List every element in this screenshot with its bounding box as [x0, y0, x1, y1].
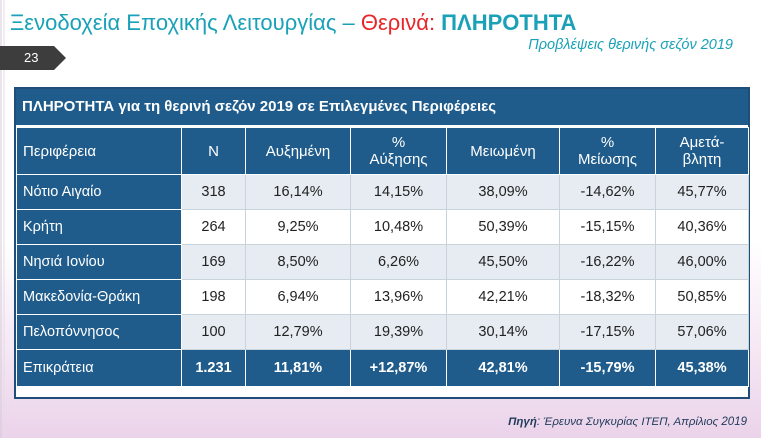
cell-n: 318	[181, 174, 246, 210]
slide-subtitle: Προβλέψεις θερινής σεζόν 2019	[528, 37, 733, 53]
cell-pct-decrease: -18,32%	[559, 279, 656, 315]
header-n: Ν	[181, 127, 246, 175]
header-decreased: Μειωμένη	[446, 127, 560, 175]
cell-decreased: 45,50%	[446, 244, 560, 280]
cell-pct-increase: 14,15%	[350, 174, 447, 210]
cell-increased: 9,25%	[245, 209, 351, 245]
cell-pct-increase: +12,87%	[350, 349, 447, 387]
page-number-badge: 23	[0, 46, 66, 70]
source-text: : Έρευνα Συγκυρίας ΙΤΕΠ, Απρίλιος 2019	[536, 416, 747, 428]
cell-n: 1.231	[181, 349, 246, 387]
cell-increased: 11,81%	[245, 349, 351, 387]
cell-pct-decrease: -15,79%	[559, 349, 656, 387]
cell-decreased: 42,81%	[446, 349, 560, 387]
page-number: 23	[24, 50, 39, 65]
cell-pct-decrease: -15,15%	[559, 209, 656, 245]
header-region: Περιφέρεια	[16, 127, 182, 175]
cell-pct-decrease: -14,62%	[559, 174, 656, 210]
cell-n: 264	[181, 209, 246, 245]
cell-unchanged: 46,00%	[655, 244, 749, 280]
table-caption: ΠΛΗΡΟΤΗΤΑ για τη θερινή σεζόν 2019 σε Επ…	[16, 89, 748, 127]
slide-title: Ξενοδοχεία Εποχικής Λειτουργίας – Θερινά…	[10, 10, 576, 36]
header-unchanged: Αμετά-βλητη	[655, 127, 749, 175]
cell-increased: 8,50%	[245, 244, 351, 280]
cell-pct-decrease: -17,15%	[559, 314, 656, 350]
cell-region: Νότιο Αιγαίο	[16, 174, 182, 210]
cell-unchanged: 40,36%	[655, 209, 749, 245]
table-row: Κρήτη 264 9,25% 10,48% 50,39% -15,15% 40…	[16, 209, 749, 245]
cell-pct-increase: 6,26%	[350, 244, 447, 280]
cell-region: Μακεδονία-Θράκη	[16, 279, 182, 315]
cell-region: Πελοπόννησος	[16, 314, 182, 350]
cell-pct-increase: 10,48%	[350, 209, 447, 245]
cell-n: 169	[181, 244, 246, 280]
cell-region: Κρήτη	[16, 209, 182, 245]
cell-pct-decrease: -16,22%	[559, 244, 656, 280]
cell-unchanged: 45,77%	[655, 174, 749, 210]
cell-decreased: 38,09%	[446, 174, 560, 210]
occupancy-table-container: ΠΛΗΡΟΤΗΤΑ για τη θερινή σεζόν 2019 σε Επ…	[14, 87, 750, 399]
cell-decreased: 42,21%	[446, 279, 560, 315]
cell-unchanged: 45,38%	[655, 349, 749, 387]
cell-region: Επικράτεια	[16, 349, 182, 387]
cell-unchanged: 50,85%	[655, 279, 749, 315]
cell-pct-increase: 19,39%	[350, 314, 447, 350]
occupancy-table: Περιφέρεια Ν Αυξημένη % Αύξησης Μειωμένη …	[16, 127, 749, 387]
source-note: Πηγή: Έρευνα Συγκυρίας ΙΤΕΠ, Απρίλιος 20…	[508, 416, 747, 428]
decorative-side-lines	[0, 0, 5, 438]
cell-increased: 16,14%	[245, 174, 351, 210]
table-row: Νότιο Αιγαίο 318 16,14% 14,15% 38,09% -1…	[16, 174, 749, 210]
header-pct-decrease: % Μείωσης	[559, 127, 656, 175]
cell-pct-increase: 13,96%	[350, 279, 447, 315]
table-total-row: Επικράτεια 1.231 11,81% +12,87% 42,81% -…	[16, 349, 749, 387]
title-summer: Θερινά	[360, 10, 429, 35]
title-prefix: Ξενοδοχεία Εποχικής Λειτουργίας –	[10, 10, 361, 35]
title-colon: :	[428, 10, 442, 35]
cell-increased: 6,94%	[245, 279, 351, 315]
cell-unchanged: 57,06%	[655, 314, 749, 350]
table-row: Μακεδονία-Θράκη 198 6,94% 13,96% 42,21% …	[16, 279, 749, 315]
table-header-row: Περιφέρεια Ν Αυξημένη % Αύξησης Μειωμένη …	[16, 127, 749, 175]
cell-decreased: 50,39%	[446, 209, 560, 245]
cell-decreased: 30,14%	[446, 314, 560, 350]
source-label: Πηγή	[508, 416, 537, 428]
badge-arrow-shape	[0, 46, 66, 70]
table-row: Πελοπόννησος 100 12,79% 19,39% 30,14% -1…	[16, 314, 749, 350]
header-increased: Αυξημένη	[245, 127, 351, 175]
cell-n: 100	[181, 314, 246, 350]
title-occupancy: ΠΛΗΡΟΤΗΤΑ	[441, 10, 577, 35]
header-pct-increase: % Αύξησης	[350, 127, 447, 175]
table-row: Νησιά Ιονίου 169 8,50% 6,26% 45,50% -16,…	[16, 244, 749, 280]
cell-increased: 12,79%	[245, 314, 351, 350]
cell-n: 198	[181, 279, 246, 315]
cell-region: Νησιά Ιονίου	[16, 244, 182, 280]
